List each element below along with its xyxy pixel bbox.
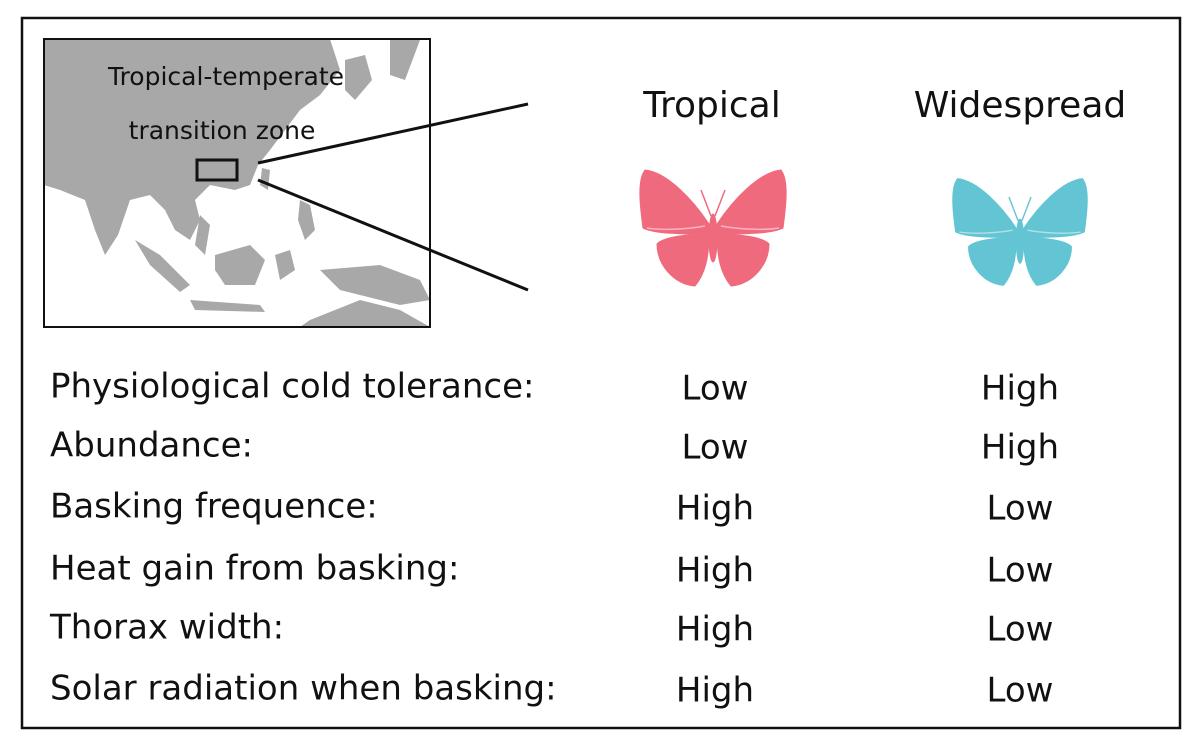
trait-label: Abundance: — [50, 426, 253, 466]
column-header: Tropical — [642, 85, 780, 126]
trait-value: High — [676, 489, 754, 529]
widespread-butterfly — [952, 177, 1088, 287]
map-frame — [43, 38, 431, 328]
trait-value: Low — [987, 551, 1054, 591]
map-label: transition zone — [129, 116, 316, 145]
trait-value: Low — [682, 428, 749, 468]
zone-box — [195, 158, 239, 182]
zoom-line — [257, 102, 529, 165]
map-label: Tropical-temperate — [107, 62, 344, 91]
trait-value: High — [676, 551, 754, 591]
column-header: Widespread — [914, 85, 1126, 126]
trait-value: Low — [682, 369, 749, 409]
trait-value: High — [981, 369, 1059, 409]
trait-label: Thorax width: — [49, 608, 284, 648]
zoom-line — [257, 178, 529, 292]
trait-label: Solar radiation when basking: — [50, 669, 557, 709]
trait-value: High — [981, 428, 1059, 468]
trait-table: Physiological cold tolerance: Low High Abun… — [49, 367, 1059, 711]
trait-value: Low — [987, 671, 1054, 711]
trait-value: High — [676, 671, 754, 711]
trait-label: Physiological cold tolerance: — [50, 367, 534, 407]
map — [44, 39, 430, 327]
trait-label: Heat gain from basking: — [50, 549, 459, 589]
outer-frame — [20, 16, 1182, 730]
trait-value: Low — [987, 489, 1054, 529]
trait-label: Basking frequence: — [50, 487, 378, 527]
trait-value: Low — [987, 610, 1054, 650]
tropical-butterfly — [639, 169, 787, 287]
trait-value: High — [676, 610, 754, 650]
